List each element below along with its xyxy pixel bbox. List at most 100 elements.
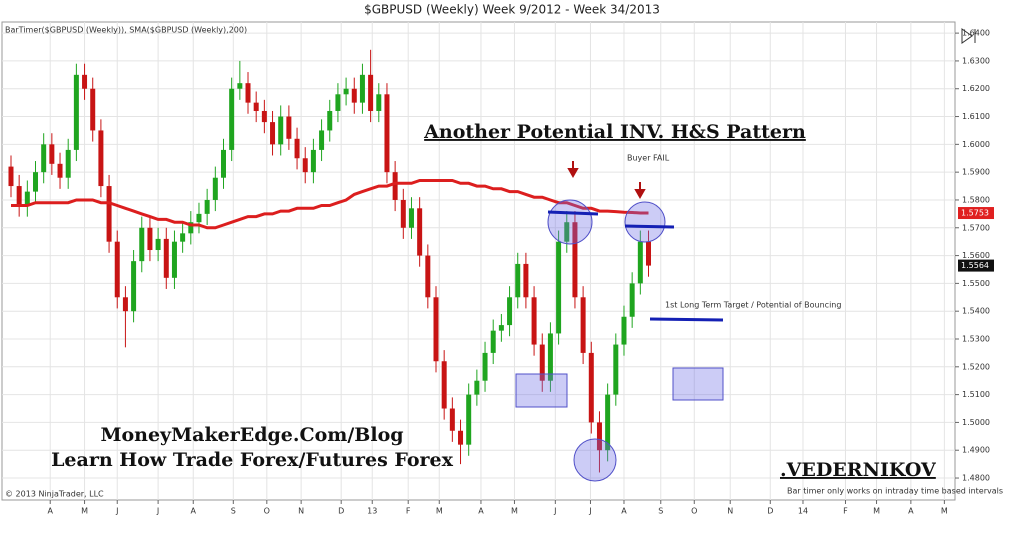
candle-body bbox=[359, 74, 365, 103]
candle-body bbox=[482, 352, 488, 381]
candle-body bbox=[261, 110, 267, 123]
price-marker bbox=[958, 259, 994, 272]
indicator-label: BarTimer($GBPUSD (Weekly)), SMA($GBPUSD … bbox=[5, 26, 247, 35]
candle-body bbox=[49, 144, 55, 164]
candle-body bbox=[417, 208, 423, 256]
y-tick-label: 1.5700 bbox=[962, 223, 990, 232]
candle-body bbox=[392, 172, 398, 200]
zone-box bbox=[672, 367, 724, 401]
candle-body bbox=[335, 94, 341, 111]
plot-frame bbox=[1, 21, 956, 501]
sma-line bbox=[11, 179, 649, 230]
candle-body bbox=[98, 130, 104, 187]
y-tick-label: 1.5500 bbox=[962, 279, 990, 288]
candle-body bbox=[229, 88, 235, 150]
x-tick-label: M bbox=[81, 507, 88, 516]
author: .VEDERNIKOV bbox=[780, 459, 937, 481]
candle-body bbox=[425, 255, 431, 298]
candle-body bbox=[539, 344, 545, 381]
play-icon[interactable] bbox=[961, 28, 976, 44]
candle-body bbox=[245, 83, 251, 103]
y-tick-label: 1.6200 bbox=[962, 84, 990, 93]
x-tick-label: D bbox=[338, 507, 344, 516]
candle-body bbox=[171, 241, 177, 278]
candle-body bbox=[507, 297, 513, 326]
promo-label: Learn How Trade Forex/Futures Forex bbox=[51, 449, 454, 471]
candle-body bbox=[155, 238, 161, 251]
candle-body bbox=[466, 394, 472, 445]
x-tick-label: F bbox=[406, 507, 411, 516]
x-tick-label: J bbox=[553, 507, 556, 516]
candle-body bbox=[458, 430, 464, 445]
candle-body bbox=[547, 333, 553, 381]
x-tick-label: O bbox=[691, 507, 697, 516]
x-tick-label: A bbox=[47, 507, 53, 516]
candle-body bbox=[368, 74, 374, 111]
y-tick-label: 1.4800 bbox=[962, 474, 990, 483]
price-marker-label: 1.5564 bbox=[961, 261, 989, 270]
arrow bbox=[634, 182, 646, 200]
y-tick-label: 1.5000 bbox=[962, 418, 990, 427]
candle-body bbox=[163, 238, 169, 278]
candle-body bbox=[196, 213, 202, 223]
annotations: Another Potential INV. H&S Pattern Buyer… bbox=[51, 121, 1003, 496]
buyer-fail: Buyer FAIL bbox=[627, 154, 670, 163]
candle-body bbox=[343, 88, 349, 95]
candle-body bbox=[498, 325, 504, 331]
candle-body bbox=[564, 222, 570, 242]
candle-body bbox=[621, 316, 627, 345]
candle-body bbox=[8, 166, 14, 187]
candle-body bbox=[523, 263, 529, 298]
y-tick-label: 1.6000 bbox=[962, 140, 990, 149]
x-tick-label: M bbox=[873, 507, 880, 516]
x-tick-label: J bbox=[156, 507, 159, 516]
candle-body bbox=[605, 394, 611, 451]
candle-body bbox=[376, 94, 382, 111]
candle-body bbox=[596, 422, 602, 451]
candle-body bbox=[572, 222, 578, 298]
candle-body bbox=[319, 130, 325, 150]
candle-body bbox=[65, 149, 71, 178]
candle-body bbox=[278, 116, 284, 145]
neckline bbox=[547, 210, 599, 216]
site-label: MoneyMakerEdge.Com/Blog bbox=[100, 424, 403, 446]
candle-body bbox=[270, 122, 276, 145]
pattern-title: Another Potential INV. H&S Pattern bbox=[423, 121, 806, 143]
candle-body bbox=[147, 227, 153, 251]
candle-body bbox=[302, 158, 308, 173]
candle-body bbox=[180, 233, 186, 242]
y-tick-label: 1.6400 bbox=[962, 29, 990, 38]
x-tick-label: S bbox=[231, 507, 236, 516]
y-tick-label: 1.5300 bbox=[962, 334, 990, 343]
target-line bbox=[649, 317, 724, 322]
x-tick-label: A bbox=[621, 507, 627, 516]
x-tick-label: M bbox=[941, 507, 948, 516]
candle-body bbox=[188, 222, 194, 234]
y-tick-label: 1.6300 bbox=[962, 56, 990, 65]
candle-body bbox=[16, 186, 22, 206]
y-tick-label: 1.5600 bbox=[962, 251, 990, 260]
candle-body bbox=[212, 177, 218, 200]
candle-body bbox=[637, 241, 643, 284]
y-tick-label: 1.6100 bbox=[962, 112, 990, 121]
candle-body bbox=[41, 144, 47, 173]
price-marker-label: 1.5753 bbox=[961, 209, 989, 218]
x-tick-label: A bbox=[478, 507, 484, 516]
candle-body bbox=[139, 227, 145, 262]
x-tick-label: F bbox=[843, 507, 848, 516]
candle-body bbox=[588, 352, 594, 423]
candle-body bbox=[400, 199, 406, 228]
x-tick-label: 14 bbox=[798, 507, 808, 516]
marks bbox=[8, 49, 652, 473]
x-tick-label: M bbox=[511, 507, 518, 516]
candle-body bbox=[515, 263, 521, 298]
y-tick-label: 1.5100 bbox=[962, 390, 990, 399]
x-tick-label: N bbox=[298, 507, 304, 516]
candle-body bbox=[114, 241, 120, 298]
candle-body bbox=[220, 149, 226, 178]
candle-body bbox=[73, 74, 79, 150]
y-tick-label: 1.5200 bbox=[962, 362, 990, 371]
price-marker bbox=[958, 207, 994, 220]
candle-body bbox=[294, 138, 300, 159]
candle-body bbox=[122, 297, 128, 312]
